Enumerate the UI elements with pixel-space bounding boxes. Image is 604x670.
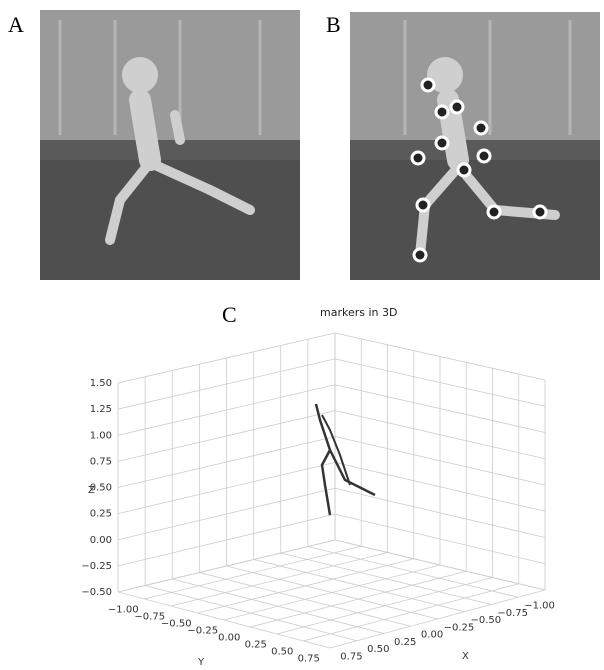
grid-line [334,384,546,433]
plot-title: markers in 3D [320,306,397,319]
z-tick-label: 1.25 [90,404,112,415]
grid-line [226,565,438,620]
z-tick-label: 0.00 [90,535,112,546]
grid-line [303,583,519,642]
z-tick-label: −0.50 [81,587,112,598]
panel-label: A [8,12,24,37]
grid-line [117,410,336,462]
x-tick-label: 0.25 [394,637,416,648]
grid-line [334,487,546,538]
grid-line [117,332,336,384]
y-tick-label: −0.75 [134,612,165,623]
panel-label: C [222,302,237,327]
grid-line [307,546,519,598]
y-tick-label: −1.00 [108,605,139,616]
z-tick-label: 1.00 [90,430,112,441]
grid-line [334,436,546,486]
z-tick-label: −0.25 [81,561,112,572]
grid-line [253,559,465,613]
grid-line [117,358,336,410]
grid-line [334,513,546,565]
grid-line [334,332,546,381]
skeleton [321,414,351,486]
grid-line [250,570,467,628]
y-tick-label: −0.25 [187,626,218,637]
axis-label: Y [197,657,205,668]
photo [40,10,300,280]
x-tick-label: −1.00 [524,601,555,612]
skeleton [328,449,376,497]
grid [117,332,546,649]
x-tick-label: −0.50 [470,615,501,626]
axis-label: Z [88,485,95,496]
photo [350,12,600,280]
z-tick-label: 1.50 [90,378,112,389]
grid-line [117,513,336,567]
grid-line [276,577,493,635]
grid-line [117,487,336,541]
z-tick-label: 0.75 [90,456,112,467]
x-tick-label: 0.50 [367,644,389,655]
grid-line [117,539,336,593]
grid-line [334,410,546,460]
z-tick-label: 0.25 [90,509,112,520]
panel-label: B [326,12,341,37]
x-tick-label: −0.25 [444,622,475,633]
y-tick-label: 0.00 [218,633,240,644]
grid-line [329,589,546,649]
skeleton [314,403,332,516]
z-tick-label: 0.50 [90,483,112,494]
grid-line [334,539,546,591]
x-tick-label: 0.75 [340,651,362,662]
grid-line [117,384,336,436]
y-tick-label: 0.25 [245,640,267,651]
grid-line [117,461,336,515]
y-tick-label: 0.50 [271,647,293,658]
x-tick-label: 0.00 [421,630,443,641]
x-tick-label: −0.75 [497,608,528,619]
grid-line [280,552,492,605]
grid-line [334,358,546,407]
grid-line [117,436,336,488]
y-tick-label: −0.50 [161,619,192,630]
axis-label: X [462,651,469,662]
grid-line [334,461,546,512]
y-tick-label: 0.75 [298,654,320,665]
